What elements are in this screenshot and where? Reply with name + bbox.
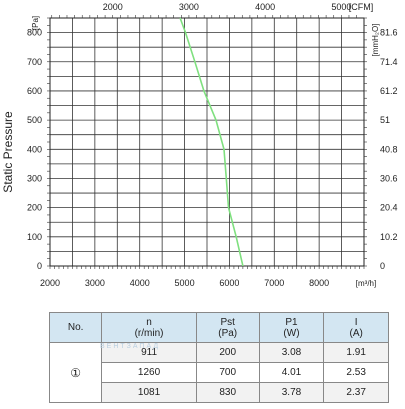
col-header-no: No. <box>48 312 103 343</box>
table-cell: 1260 <box>101 362 197 383</box>
x-tick-label: 4000 <box>130 278 150 288</box>
table-cell: 2.37 <box>323 382 389 403</box>
top-unit-label: [CFM] <box>349 2 374 12</box>
table-cell: 830 <box>195 382 260 403</box>
table-cell: 1.91 <box>323 342 389 363</box>
col-header-pressure: Pst (Pa) <box>195 312 260 343</box>
y-right-tick-label: 61.2 <box>380 86 398 96</box>
y-right-tick-label: 10.2 <box>380 232 398 242</box>
col-header-current: I (A) <box>323 312 389 343</box>
performance-table: No. n (r/min) Pst (Pa) P1 (W) I (A) ① 911 20… <box>48 312 389 403</box>
top-tick-label: 3000 <box>179 2 199 12</box>
y-right-tick-label: 81.6 <box>380 28 398 38</box>
table-cell: 3.08 <box>258 342 325 363</box>
table-cell: 1081 <box>101 382 197 403</box>
y-right-tick-label: 0 <box>380 261 385 271</box>
chart-grid <box>50 18 364 266</box>
x-tick-label: 5000 <box>175 278 195 288</box>
table-cell: 3.78 <box>258 382 325 403</box>
top-tick-label: 2000 <box>103 2 123 12</box>
x-tick-label: 6000 <box>219 278 239 288</box>
performance-curve <box>179 17 244 267</box>
y-tick-label: 200 <box>27 203 42 213</box>
col-header-power: P1 (W) <box>258 312 325 343</box>
table-cell: 4.01 <box>258 362 325 383</box>
y-tick-label: 600 <box>27 86 42 96</box>
y-tick-label: 100 <box>27 232 42 242</box>
top-tick-label: 4000 <box>255 2 275 12</box>
y-tick-label: 500 <box>27 115 42 125</box>
y-tick-label: 700 <box>27 57 42 67</box>
chart-labels: 2000 3000 4000 5000 6000 7000 8000 [m³/h]2000 30… <box>1 2 398 288</box>
table-row: ① 911 200 3.08 1.91 <box>48 342 389 403</box>
x-tick-label: 2000 <box>40 278 60 288</box>
y-right-unit-label: [mmH₂O] <box>371 24 380 57</box>
table-header-row: No. n (r/min) Pst (Pa) P1 (W) I (A) <box>48 312 389 343</box>
y-tick-label: 0 <box>37 261 42 271</box>
y-right-tick-label: 51 <box>380 115 390 125</box>
table-cell: 2.53 <box>323 362 389 383</box>
table-cell: 200 <box>195 342 260 363</box>
y-right-tick-label: 40.8 <box>380 144 398 154</box>
y-unit-label: [Pa] <box>31 16 40 30</box>
x-unit-label: [m³/h] <box>356 279 376 288</box>
y-right-tick-label: 30.6 <box>380 173 398 183</box>
y-right-tick-label: 71.4 <box>380 57 398 67</box>
col-header-speed: n (r/min) <box>101 312 197 343</box>
chart-series <box>179 17 244 267</box>
chart-ticks <box>47 15 367 269</box>
table-row: 1081 830 3.78 2.37 <box>50 382 389 403</box>
x-tick-label: 3000 <box>85 278 105 288</box>
row-number-cell: ① <box>48 342 103 403</box>
table-cell: 700 <box>195 362 260 383</box>
y-tick-label: 300 <box>27 173 42 183</box>
y-axis-title: Static Pressure <box>1 111 15 193</box>
x-tick-label: 7000 <box>264 278 284 288</box>
fan-performance-chart: 2000 3000 4000 5000 6000 7000 8000 [m³/h]2000 30… <box>1 2 398 288</box>
watermark: ВЕНТЗАПАД <box>100 343 161 350</box>
y-tick-label: 400 <box>27 144 42 154</box>
y-tick-label: 800 <box>27 28 42 38</box>
y-right-tick-label: 20.4 <box>380 203 398 213</box>
top-tick-label: 5000 <box>331 2 351 12</box>
x-tick-label: 8000 <box>309 278 329 288</box>
